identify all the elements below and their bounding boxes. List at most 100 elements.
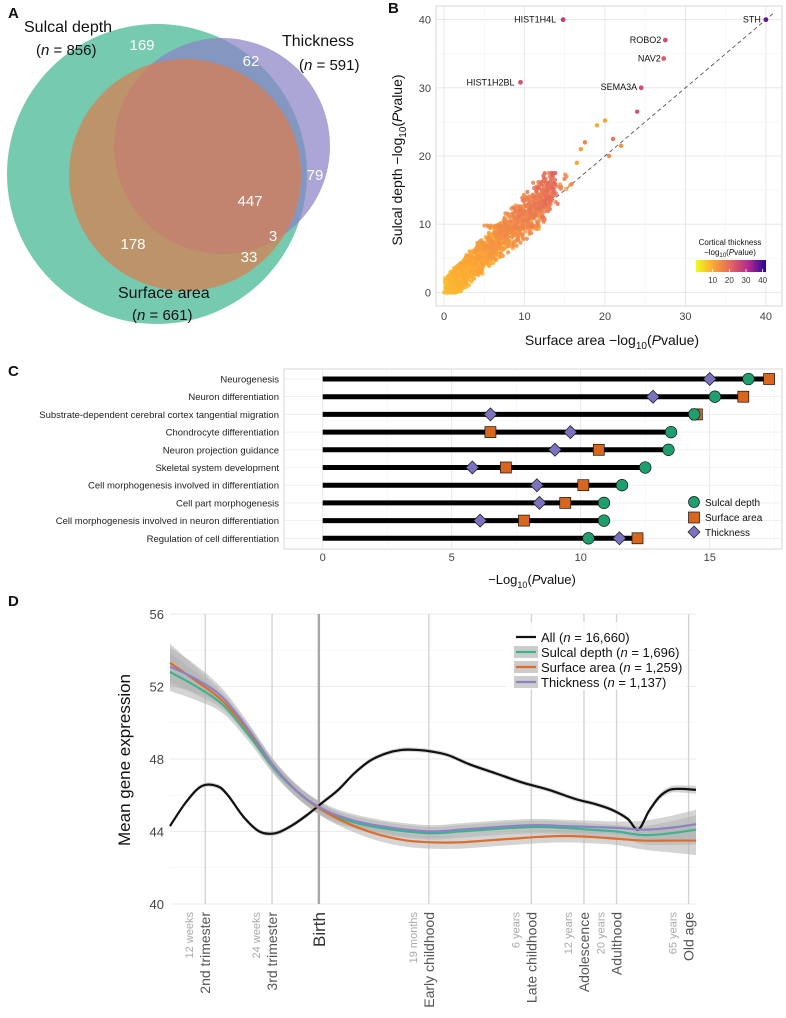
- scatter-point: [510, 222, 515, 227]
- line-time-age-label: 19 months: [408, 912, 420, 964]
- scatter-point: [486, 230, 491, 235]
- scatter-point: [542, 217, 547, 222]
- scatter-y-tick-label: 0: [425, 287, 431, 299]
- line-time-age-label: 24 weeks: [251, 912, 263, 959]
- dot-thickness-marker: [532, 495, 547, 510]
- dot-surface-marker: [559, 497, 572, 509]
- scatter-point: [478, 239, 483, 244]
- scatter-point: [535, 220, 540, 225]
- line-time-age-label: 65 years: [668, 912, 680, 955]
- dot-sulcal-marker: [615, 479, 629, 492]
- dot-category-label: Cell morphogenesis involved in different…: [88, 481, 279, 492]
- scatter-point: [491, 249, 497, 255]
- scatter-point: [447, 290, 452, 295]
- scatter-point: [517, 215, 522, 220]
- venn-count-thickness-only: 79: [307, 167, 324, 184]
- scatter-point: [555, 201, 560, 206]
- scatter-point: [606, 153, 612, 159]
- scatter-point: [502, 216, 507, 222]
- scatter-point: [469, 255, 475, 260]
- scatter-point: [490, 239, 495, 245]
- venn-circle-surface-area: [69, 59, 301, 291]
- dot-sulcal-marker: [639, 461, 652, 474]
- line-time-stage-label: 2nd trimester: [197, 912, 213, 994]
- scatter-point: [531, 180, 536, 185]
- scatter-point: [493, 234, 498, 239]
- scatter-point-label: SEMA3A: [601, 82, 638, 92]
- scatter-point: [578, 146, 584, 152]
- venn-count-all-three: 447: [237, 193, 262, 210]
- scatter-point: [494, 223, 499, 229]
- scatter-labeled-point: [661, 56, 667, 61]
- scatter-point: [594, 123, 600, 128]
- scatter-point: [550, 174, 555, 179]
- scatter-point: [477, 257, 482, 262]
- line-y-tick-label: 40: [150, 897, 164, 912]
- line-y-ticks: 40 44 48 52 56: [150, 607, 164, 912]
- scatter-point: [460, 273, 466, 278]
- line-legend-thickness-label: Thickness (n = 1,137): [541, 675, 666, 690]
- scatter-point: [529, 203, 534, 208]
- scatter-point: [485, 235, 491, 240]
- scatter-point: [500, 246, 505, 251]
- scatter-x-tick-label: 10: [518, 311, 530, 323]
- scatter-point: [494, 257, 499, 262]
- dot-surface-marker: [763, 373, 775, 385]
- dot-sulcal-marker: [582, 532, 595, 545]
- scatter-legend-tick-label: 40: [758, 276, 767, 285]
- scatter-point: [517, 204, 523, 209]
- scatter-point: [512, 209, 518, 215]
- scatter-y-tick-label: 40: [419, 15, 431, 27]
- dot-x-tick-label: 10: [575, 552, 587, 564]
- line-legend-sulcal-label: Sulcal depth (n = 1,696): [541, 645, 679, 660]
- dot-legend-thickness-label: Thickness: [705, 528, 750, 539]
- line-confidence-bands: [170, 643, 696, 856]
- scatter-point: [473, 257, 478, 262]
- venn-label-sulcal-depth: Sulcal depth: [24, 19, 112, 36]
- scatter-point-label: HIST1H4L: [514, 15, 556, 25]
- line-sulcal-depth: [169, 671, 697, 837]
- scatter-point-label: NAV2: [638, 54, 661, 64]
- scatter-point: [511, 225, 516, 230]
- scatter-point: [510, 205, 516, 210]
- dot-x-tick-label: 5: [449, 552, 455, 564]
- line-time-age-label: 20 years: [596, 912, 608, 955]
- scatter-point: [511, 214, 516, 219]
- scatter-point: [488, 223, 493, 228]
- scatter-point: [475, 244, 480, 249]
- panel-d-letter: D: [8, 593, 19, 610]
- scatter-point: [574, 160, 580, 166]
- dot-thickness-marker: [473, 513, 488, 528]
- scatter-point: [531, 186, 537, 191]
- scatter-point: [535, 205, 540, 211]
- panel-d: D 40 44 48 52 56 12 weeks 2nd trimester 24 wee…: [8, 593, 697, 1008]
- scatter-point: [536, 186, 542, 191]
- dot-x-tick-label: 0: [320, 552, 326, 564]
- dot-sulcal-marker: [597, 496, 611, 510]
- dot-sulcal-marker: [664, 425, 678, 439]
- dot-surface-marker: [518, 514, 530, 527]
- dot-surface-marker: [631, 532, 644, 545]
- dot-legend-sulcal-label: Sulcal depth: [705, 498, 760, 509]
- scatter-point: [562, 176, 567, 181]
- venn-count-surface-thickness: 3: [269, 228, 277, 245]
- scatter-gridlines: [436, 6, 782, 306]
- scatter-point: [546, 170, 551, 176]
- scatter-point: [531, 194, 536, 199]
- scatter-point: [498, 236, 504, 241]
- scatter-point: [542, 191, 547, 196]
- scatter-point: [536, 194, 542, 199]
- scatter-point: [446, 285, 451, 290]
- line-thickness: [169, 665, 697, 833]
- line-time-stage-label: 3rd trimester: [264, 912, 280, 991]
- dot-surface-marker: [484, 426, 497, 438]
- scatter-point: [474, 270, 479, 275]
- scatter-point: [469, 279, 474, 284]
- scatter-x-tick-label: 30: [679, 311, 691, 323]
- scatter-legend-subtitle: −log10(Pvalue): [704, 248, 756, 259]
- scatter-point: [540, 204, 545, 209]
- dot-surface-marker: [592, 443, 605, 456]
- scatter-y-axis-label: Sulcal depth −log10(Pvalue): [389, 74, 409, 245]
- dot-surface-marker: [577, 479, 590, 492]
- dot-thickness-marker: [563, 425, 578, 440]
